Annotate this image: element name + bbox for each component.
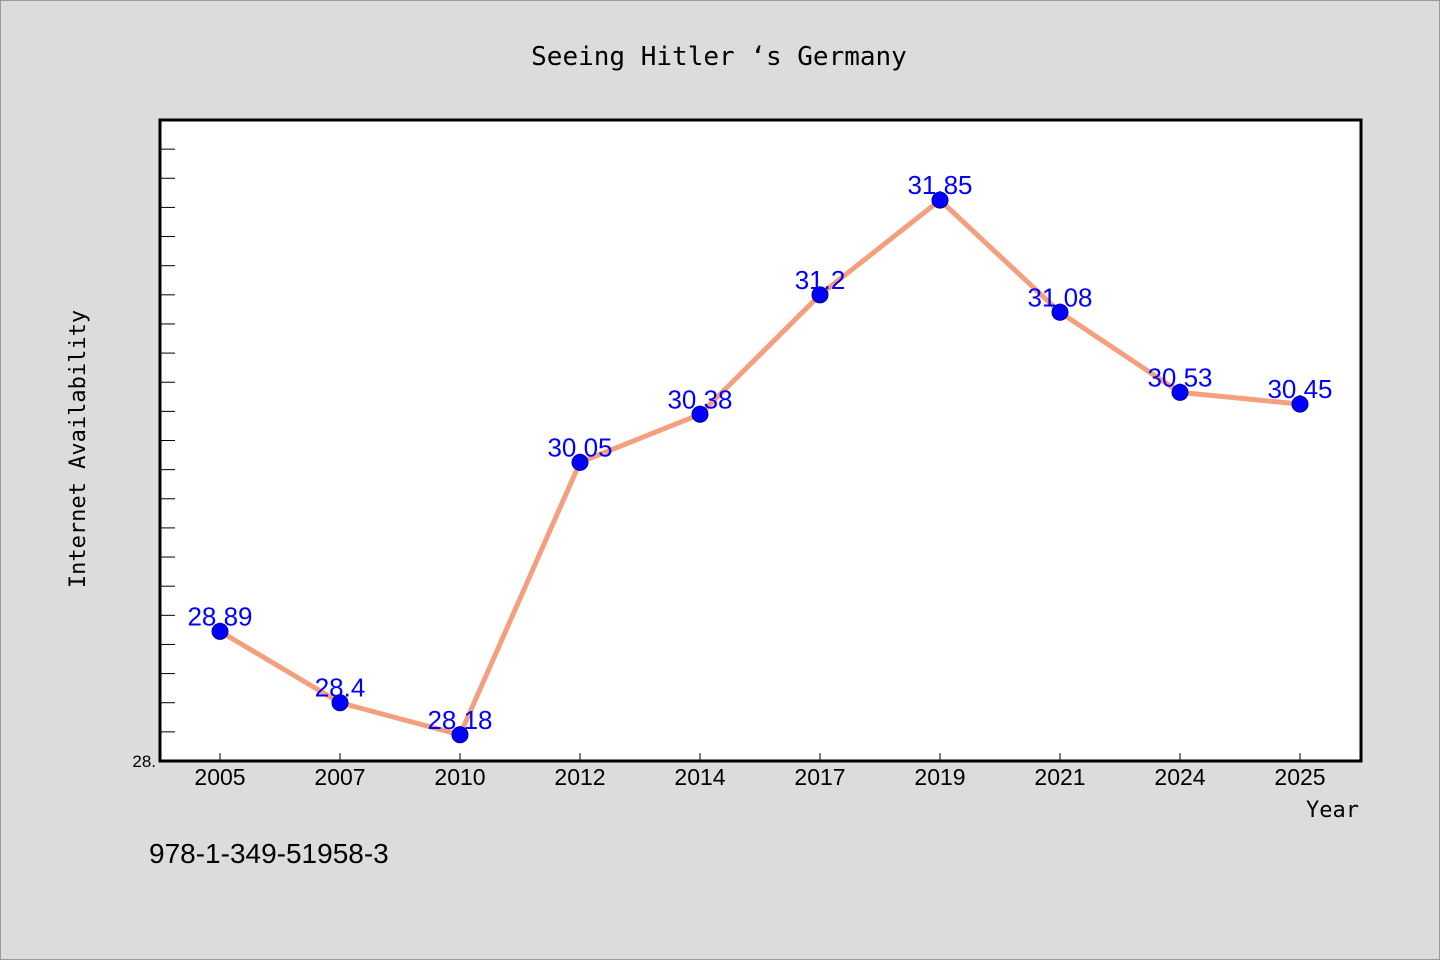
chart-title: Seeing Hitler ‘s Germany	[531, 42, 907, 72]
data-point	[691, 405, 709, 423]
data-label: 30.38	[667, 384, 732, 414]
data-point	[931, 191, 949, 209]
data-point	[571, 453, 589, 471]
data-labels: 28.89 28.4 28.18 30.05 30.38 31.2 31.85 31.08 30…	[187, 170, 1332, 735]
x-tick-label: 2019	[914, 764, 965, 790]
data-label: 31.85	[907, 170, 972, 200]
footer-code: 978-1-349-51958-3	[149, 838, 389, 869]
plot-frame	[158, 118, 1363, 763]
plot-area	[160, 120, 1361, 761]
data-label: 28.18	[427, 705, 492, 735]
x-tick-label: 2021	[1034, 764, 1085, 790]
data-markers	[211, 191, 1309, 744]
x-axis-label: Year	[1306, 798, 1359, 823]
x-tick-label: 2017	[794, 764, 845, 790]
y-axis-label: Internet Availability	[66, 310, 91, 588]
data-point	[451, 726, 469, 744]
y-axis-ticks	[160, 148, 175, 733]
data-label: 30.45	[1267, 374, 1332, 404]
data-label: 30.05	[547, 432, 612, 462]
data-point	[1171, 383, 1189, 401]
series-line	[217, 197, 1303, 738]
x-tick-label: 2024	[1154, 764, 1205, 790]
x-tick-label: 2012	[554, 764, 605, 790]
x-tick-label: 2010	[434, 764, 485, 790]
data-point	[811, 286, 829, 304]
x-tick-label: 2007	[314, 764, 365, 790]
x-tick-label: 2005	[194, 764, 245, 790]
data-point	[331, 694, 349, 712]
data-point	[1051, 303, 1069, 321]
data-label: 31.2	[795, 265, 846, 295]
data-label: 31.08	[1027, 282, 1092, 312]
x-tick-label: 2025	[1274, 764, 1325, 790]
data-label: 28.4	[315, 673, 366, 703]
data-label: 30.53	[1147, 362, 1212, 392]
data-point	[1291, 395, 1309, 413]
data-label: 28.89	[187, 601, 252, 631]
x-tick-labels: 2005 2007 2010 2012 2014 2017 2019 2021 2024 2025	[194, 764, 1325, 790]
y-tick-label: 28.	[132, 752, 156, 771]
x-tick-label: 2014	[674, 764, 725, 790]
data-point	[211, 622, 229, 640]
